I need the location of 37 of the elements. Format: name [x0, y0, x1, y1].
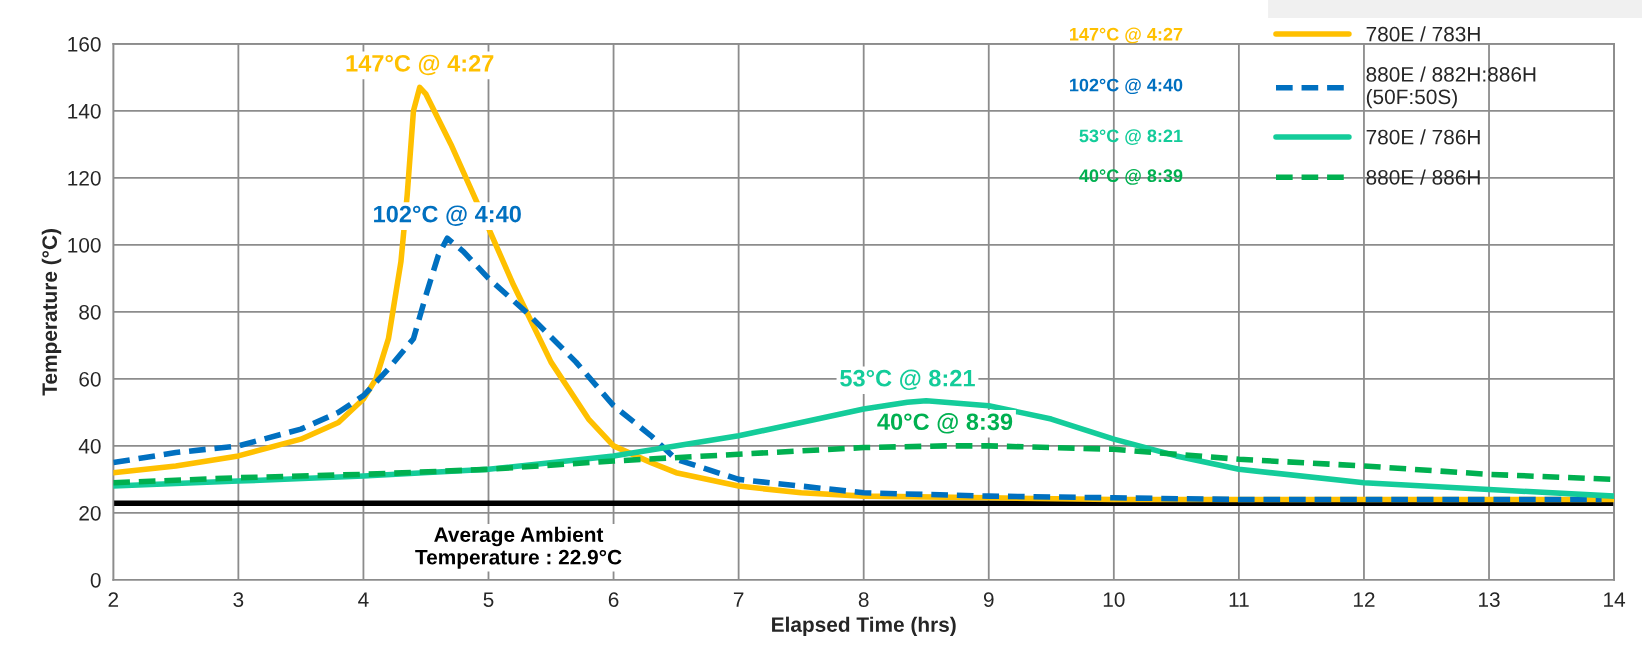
y-tick-label: 80 — [79, 304, 101, 320]
annotation: 102°C @ 4:40 — [374, 205, 521, 226]
x-tick-label: 3 — [233, 592, 244, 607]
x-tick-label: 8 — [858, 592, 869, 607]
x-tick-label: 9 — [983, 592, 994, 607]
annotation: 40°C @ 8:39 — [877, 413, 1013, 434]
legend-label: 780E / 786H — [1366, 129, 1480, 145]
y-tick-label: 160 — [68, 36, 101, 52]
legend-label: 880E / 882H:886H (50F:50S) — [1366, 66, 1536, 109]
y-tick-label: 20 — [79, 505, 101, 521]
x-tick-label: 7 — [733, 592, 744, 607]
x-tick-label: 2 — [108, 592, 119, 607]
x-tick-label: 5 — [483, 592, 494, 607]
y-tick-label: 40 — [78, 438, 101, 454]
annotation: 53°C @ 8:21 — [1079, 129, 1183, 145]
y-tick-label: 100 — [68, 237, 101, 253]
y-tick-label: 140 — [68, 103, 101, 119]
ref-line-label: Average Ambient Temperature : 22.9°C — [415, 526, 622, 569]
annotation: 147°C @ 4:27 — [346, 54, 494, 76]
y-axis-title: Temperature (°C) — [41, 229, 62, 396]
x-tick-label: 13 — [1479, 592, 1500, 607]
x-tick-label: 14 — [1604, 592, 1626, 607]
annotation: 102°C @ 4:40 — [1070, 78, 1183, 95]
x-tick-label: 6 — [608, 592, 619, 607]
y-tick-label: 0 — [90, 572, 101, 588]
y-tick-label: 60 — [79, 371, 101, 387]
x-tick-label: 4 — [358, 592, 369, 607]
y-tick-label: 120 — [68, 170, 101, 186]
x-tick-label: 12 — [1353, 592, 1375, 607]
annotation: 40°C @ 8:39 — [1079, 169, 1183, 185]
x-axis-title: Elapsed Time (hrs) — [772, 616, 956, 637]
text: 147°C @ 4:27 — [1070, 27, 1183, 44]
legend-label: 780E / 783H — [1366, 26, 1480, 42]
x-tick-label: 10 — [1103, 592, 1125, 607]
x-tick-label: 11 — [1229, 592, 1249, 607]
annotation: 53°C @ 8:21 — [840, 369, 975, 391]
legend-label: 880E / 886H — [1366, 169, 1480, 185]
